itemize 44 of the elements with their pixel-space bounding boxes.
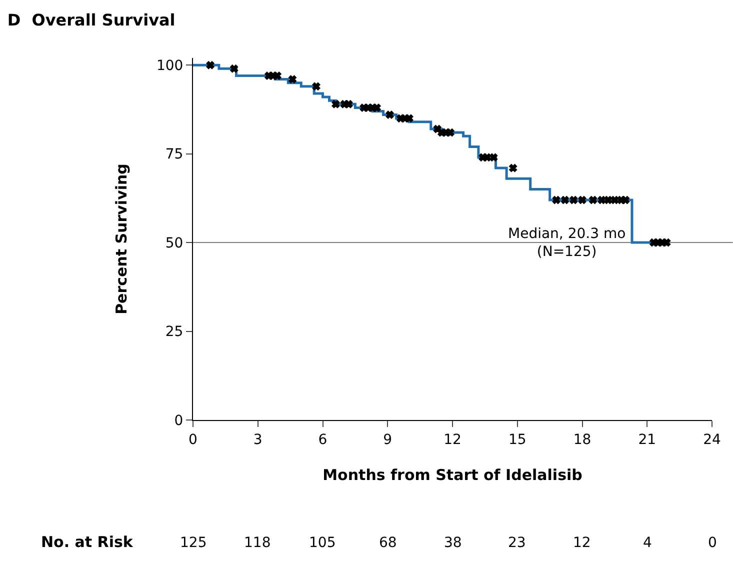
point xyxy=(598,196,606,204)
point xyxy=(610,196,619,204)
y-tick-label: 0 xyxy=(174,412,184,429)
x-tick-label: 6 xyxy=(318,432,328,448)
point xyxy=(312,82,320,90)
x-tick-label: 0 xyxy=(188,432,198,448)
point xyxy=(386,110,394,119)
y-tick-label: 50 xyxy=(165,235,184,252)
y-axis-title: Percent Surviving xyxy=(112,164,131,314)
y-tick-label: 100 xyxy=(156,58,184,74)
text: 125 xyxy=(180,535,207,551)
point xyxy=(604,196,612,204)
point xyxy=(288,75,296,84)
y-tick-label: 25 xyxy=(165,324,184,340)
point xyxy=(206,61,214,70)
point xyxy=(490,153,498,162)
text: 118 xyxy=(244,535,271,551)
text: 68 xyxy=(379,535,397,551)
point xyxy=(560,196,569,204)
text: 4 xyxy=(643,535,652,551)
y-tick-label: 75 xyxy=(165,146,184,163)
chart-title: D Overall Survival xyxy=(7,10,176,30)
x-tick-label: 12 xyxy=(444,432,462,448)
text: 105 xyxy=(309,535,336,551)
x-tick-label: 24 xyxy=(703,432,721,448)
point xyxy=(578,196,586,204)
point xyxy=(230,64,238,73)
text: 12 xyxy=(573,535,591,551)
point xyxy=(552,196,560,204)
text: No. at Risk xyxy=(41,533,134,551)
x-tick-label: 3 xyxy=(253,432,262,448)
point xyxy=(509,164,518,172)
x-tick-label: 15 xyxy=(508,432,526,448)
text: 38 xyxy=(444,535,462,551)
text: 0 xyxy=(708,535,717,551)
point xyxy=(332,100,340,108)
point xyxy=(589,196,598,204)
x-tick-label: 18 xyxy=(573,432,592,448)
point xyxy=(570,196,578,204)
text: 23 xyxy=(508,535,526,551)
x-axis-title: Months from Start of Idelalisib xyxy=(322,466,583,484)
x-tick-label: 9 xyxy=(383,432,392,448)
x-tick-label: 21 xyxy=(638,432,656,448)
annotation: Median, 20.3 mo (N=125) xyxy=(508,226,626,260)
